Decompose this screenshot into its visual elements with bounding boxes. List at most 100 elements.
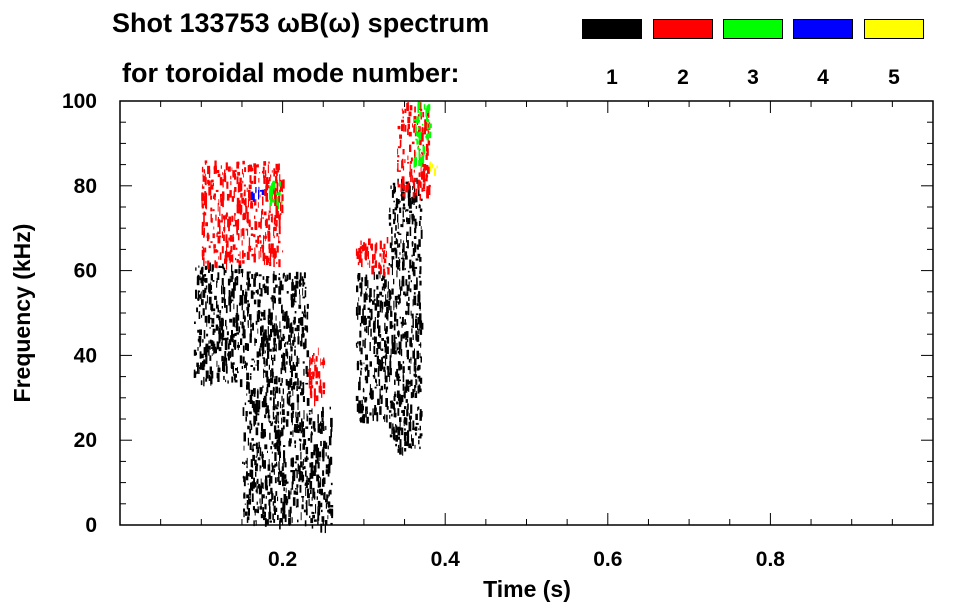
spectral-point <box>247 425 250 430</box>
spectral-point <box>292 320 295 323</box>
spectral-point <box>204 265 207 270</box>
spectral-point <box>251 438 254 441</box>
spectral-point <box>213 312 215 315</box>
spectral-point <box>275 205 279 215</box>
spectral-point <box>257 506 259 514</box>
spectral-point <box>256 390 259 399</box>
spectral-point <box>408 385 410 392</box>
spectral-point <box>234 220 237 227</box>
spectral-point <box>317 500 321 508</box>
mode-2-region-8 <box>396 102 431 201</box>
spectral-point <box>271 462 273 467</box>
spectral-point <box>219 311 221 316</box>
spectral-point <box>385 398 388 407</box>
spectral-point <box>312 371 315 377</box>
spectral-point <box>393 412 397 418</box>
spectral-point <box>317 477 319 481</box>
spectral-point <box>393 334 396 342</box>
spectral-point <box>418 239 421 247</box>
spectral-point <box>211 184 214 190</box>
spectral-point <box>355 342 358 347</box>
spectral-point <box>291 517 293 523</box>
spectral-point <box>307 493 310 499</box>
spectral-point <box>413 215 415 222</box>
spectral-point <box>418 302 421 309</box>
spectral-point <box>368 294 371 303</box>
spectral-point <box>264 329 267 338</box>
spectral-point <box>217 307 219 313</box>
spectral-point <box>210 285 212 291</box>
spectral-point <box>388 422 392 429</box>
spectral-point <box>286 379 287 384</box>
spectral-point <box>302 466 304 470</box>
spectral-point <box>221 263 224 269</box>
spectral-point <box>258 484 261 495</box>
spectral-point <box>296 386 298 391</box>
legend-label-mode-3: 3 <box>747 66 759 89</box>
spectral-point <box>295 416 299 423</box>
spectral-point <box>229 304 232 312</box>
spectral-point <box>203 221 205 225</box>
spectral-point <box>384 414 386 422</box>
spectral-point <box>408 296 410 301</box>
spectral-point <box>318 385 321 393</box>
spectral-point <box>212 182 214 187</box>
spectral-point <box>251 167 254 172</box>
spectral-point <box>211 217 213 223</box>
spectral-point <box>205 378 208 382</box>
spectral-point <box>214 249 218 253</box>
spectral-point <box>325 464 329 469</box>
spectral-point <box>224 351 227 360</box>
spectral-point <box>289 513 291 518</box>
spectral-point <box>427 127 431 130</box>
spectral-point <box>412 350 415 359</box>
spectral-point <box>251 274 254 279</box>
spectral-point <box>272 406 276 411</box>
spectral-point <box>236 197 240 208</box>
spectral-point <box>289 431 293 435</box>
spectral-point <box>220 317 224 324</box>
spectral-point <box>309 462 313 468</box>
spectral-point <box>210 207 213 212</box>
spectral-point <box>256 480 258 486</box>
spectral-point <box>306 303 309 309</box>
spectral-point <box>271 213 273 223</box>
spectral-point <box>401 275 405 281</box>
spectral-point <box>295 411 297 418</box>
spectral-point <box>269 472 271 477</box>
spectral-point <box>414 192 418 203</box>
spectral-point <box>402 257 405 267</box>
spectral-point <box>225 319 227 327</box>
spectral-point <box>394 207 398 211</box>
spectral-point <box>234 344 236 350</box>
spectral-point <box>261 336 264 347</box>
spectral-point <box>412 195 416 203</box>
spectral-point <box>315 459 318 464</box>
spectral-point <box>267 164 269 174</box>
spectral-point <box>257 413 260 416</box>
spectral-point <box>252 481 255 489</box>
spectral-point <box>362 308 364 316</box>
spectral-point <box>232 236 235 242</box>
spectral-point <box>295 271 299 280</box>
spectral-point <box>427 140 431 146</box>
spectral-point <box>250 423 253 430</box>
spectral-point <box>319 385 322 394</box>
spectral-point <box>371 312 373 317</box>
spectral-point <box>237 254 240 256</box>
spectral-point <box>269 476 273 484</box>
spectral-point <box>242 260 245 264</box>
spectral-point <box>297 412 299 422</box>
spectral-point <box>402 193 405 197</box>
spectral-point <box>246 343 249 351</box>
spectral-point <box>196 362 199 367</box>
spectral-point <box>279 321 281 329</box>
spectral-point <box>297 463 299 472</box>
spectral-point <box>229 279 232 283</box>
spectral-point <box>255 244 258 248</box>
spectral-point <box>313 428 316 432</box>
spectral-point <box>269 498 272 502</box>
spectral-point <box>394 391 396 395</box>
spectral-point <box>247 516 250 521</box>
spectral-point <box>242 476 246 479</box>
